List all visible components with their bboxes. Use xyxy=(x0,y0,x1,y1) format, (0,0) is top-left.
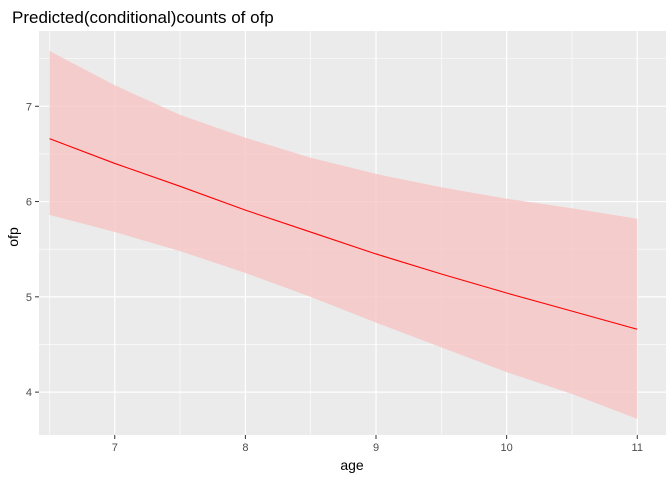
y-tick-label: 4 xyxy=(26,387,32,399)
x-axis: 7 8 9 10 11 xyxy=(112,435,643,454)
y-axis-title: ofp xyxy=(5,227,21,247)
x-tick-label: 9 xyxy=(373,442,379,454)
chart-title: Predicted(conditional)counts of ofp xyxy=(12,8,274,27)
y-tick-label: 7 xyxy=(26,101,32,113)
x-tick-label: 10 xyxy=(501,442,513,454)
x-axis-title: age xyxy=(340,457,364,473)
confidence-ribbon xyxy=(49,51,638,419)
y-tick-label: 6 xyxy=(26,197,32,209)
y-tick-label: 5 xyxy=(26,292,32,304)
y-axis: 4 5 6 7 xyxy=(26,101,39,399)
x-tick-label: 11 xyxy=(632,442,643,454)
predicted-line xyxy=(49,138,638,330)
x-tick-label: 8 xyxy=(242,442,248,454)
x-tick-label: 7 xyxy=(112,442,118,454)
